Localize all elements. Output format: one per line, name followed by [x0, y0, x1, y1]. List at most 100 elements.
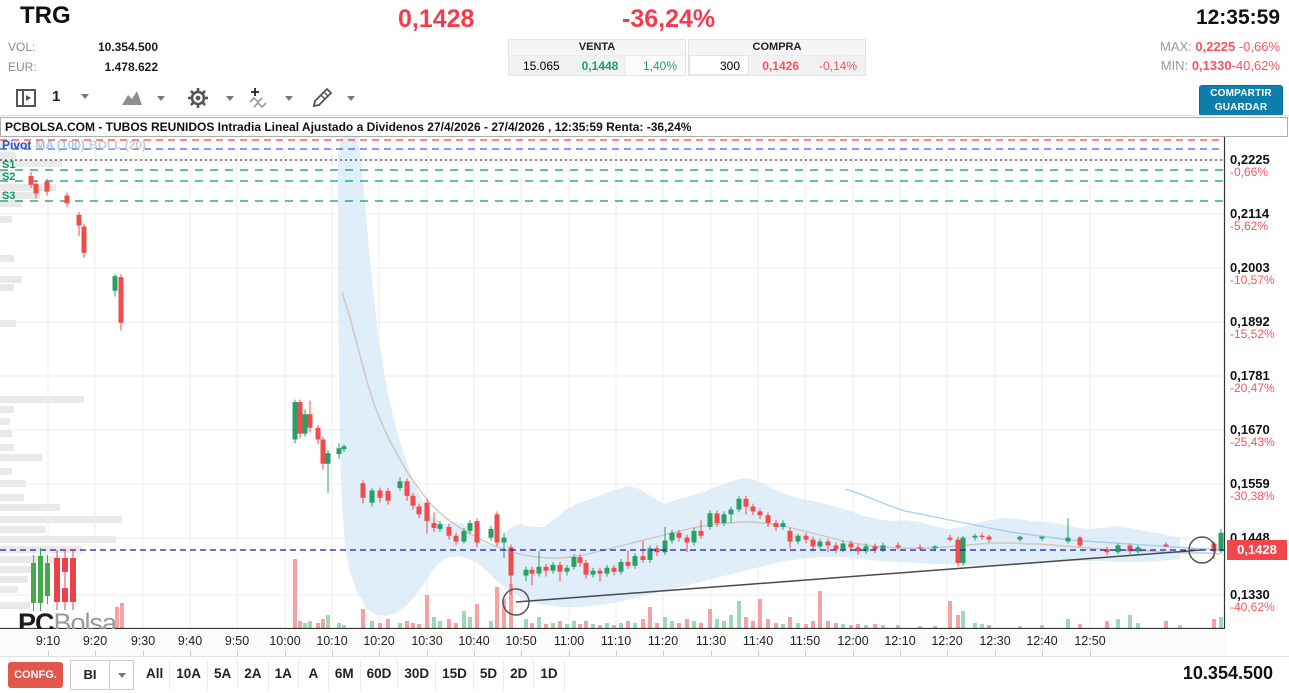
time-tick-9-10: 9:10: [35, 634, 61, 648]
add-indicator-button[interactable]: [248, 86, 293, 110]
time-tick-10-40: 10:40: [458, 634, 490, 648]
price-chart-canvas[interactable]: [0, 117, 1226, 629]
clock: 12:35:59: [1195, 6, 1280, 29]
time-tick-10-30: 10:30: [411, 634, 443, 648]
chart-type-selector[interactable]: [120, 88, 165, 108]
time-tick-11-40: 11:40: [742, 634, 774, 648]
config-button[interactable]: CONFG.: [8, 662, 63, 688]
time-tick-11-50: 11:50: [789, 634, 821, 648]
time-tick-mark: [48, 651, 49, 656]
volume-row: VOL: 10.354.500: [8, 40, 158, 54]
time-tick-9-20: 9:20: [82, 634, 108, 648]
time-tick-12-00: 12:00: [837, 634, 869, 648]
draw-tools-button[interactable]: [310, 87, 355, 109]
trend-line[interactable]: [515, 549, 1203, 603]
min-value: 0,1330: [1191, 58, 1232, 73]
min-pct: -40,62%: [1231, 58, 1280, 73]
bid-box[interactable]: COMPRA 300 0,1426 -0,14%: [688, 39, 866, 76]
mode-dropdown[interactable]: BI: [70, 660, 134, 690]
time-tick-12-40: 12:40: [1026, 634, 1058, 648]
range-button-6m[interactable]: 6M: [329, 660, 361, 690]
trend-handle-end[interactable]: [1188, 536, 1216, 564]
settings-button[interactable]: [185, 85, 234, 111]
time-tick-mark: [427, 651, 428, 656]
time-tick-9-40: 9:40: [177, 634, 203, 648]
bottom-toolbar: CONFG. BI All 10A 5A 2A 1A A 6M 60D 30D 15D 5D 2D 1D…: [0, 656, 1289, 693]
support-label-s1: S1: [2, 159, 16, 171]
time-tick-mark: [1090, 651, 1091, 656]
panel-toggle-button[interactable]: [14, 86, 38, 110]
eur-label: EUR:: [8, 60, 37, 74]
time-tick-12-10: 12:10: [884, 634, 916, 648]
range-button-2d[interactable]: 2D: [504, 660, 535, 690]
max-value: 0,2225: [1195, 39, 1236, 54]
range-selector: All 10A 5A 2A 1A A 6M 60D 30D 15D 5D 2D 1D: [140, 660, 565, 690]
share-save-button[interactable]: COMPARTIR GUARDAR: [1199, 85, 1283, 116]
time-tick-10-20: 10:20: [363, 634, 395, 648]
last-price: 0,1428: [398, 5, 475, 33]
price-axis[interactable]: 0,2225 -0,66% 0,2114 -5,62% 0,2003 -10,57% 0,1…: [1226, 117, 1289, 629]
time-tick-mark: [758, 651, 759, 656]
chevron-down-icon: [157, 95, 165, 101]
ma-line: [341, 291, 1221, 559]
bid-qty: 300: [689, 55, 749, 75]
area-chart-icon: [122, 91, 142, 105]
range-button-5d[interactable]: 5D: [474, 660, 505, 690]
time-tick-mark: [285, 651, 286, 656]
chevron-down-icon: [226, 95, 234, 101]
range-button-15d[interactable]: 15D: [436, 660, 474, 690]
mode-caret[interactable]: [109, 661, 133, 689]
time-axis[interactable]: 9:10 9:20 9:30 9:40 9:50 10:00 10:10 10:20 10:30…: [0, 629, 1226, 656]
chevron-down-icon: [347, 95, 355, 101]
max-pct: -0,66%: [1238, 39, 1280, 54]
time-tick-mark: [853, 651, 854, 656]
share-label: COMPARTIR: [1210, 88, 1272, 99]
ask-qty: 15.065: [509, 55, 568, 75]
range-button-all[interactable]: All: [140, 660, 171, 690]
time-tick-9-30: 9:30: [130, 634, 156, 648]
legend-item-boll-20-[interactable]: BOLL (20): [88, 138, 147, 152]
legend-item-ma-100-[interactable]: MA (100): [35, 138, 85, 152]
legend-item-pivot[interactable]: Pivot: [2, 138, 32, 152]
vol-label: VOL:: [8, 40, 36, 54]
time-tick-12-30: 12:30: [979, 634, 1011, 648]
indicator-legend[interactable]: Pivot MA (100) BOLL (20): [2, 138, 150, 152]
range-button-5a[interactable]: 5A: [208, 660, 239, 690]
bid-price: 0,1426: [749, 55, 807, 75]
time-tick-mark: [711, 651, 712, 656]
range-button-10a[interactable]: 10A: [170, 660, 209, 690]
chart-title: PCBOLSA.COM - TUBOS REUNIDOS Intradia Li…: [0, 117, 1288, 137]
percent-tick: -20,47%: [1230, 381, 1275, 395]
boll-layer: [844, 488, 1223, 551]
logo-mark: [31, 548, 76, 611]
eur-row: EUR: 1.478.622: [8, 60, 158, 74]
range-button-a[interactable]: A: [299, 660, 329, 690]
range-button-30d[interactable]: 30D: [398, 660, 437, 690]
range-button-60d[interactable]: 60D: [361, 660, 399, 690]
chart-border: [0, 137, 1226, 629]
price-tick: 0,1892: [1230, 314, 1270, 329]
time-tick-mark: [379, 651, 380, 656]
support-label-s2: S2: [2, 171, 16, 183]
time-tick-mark: [190, 651, 191, 656]
time-tick-mark: [143, 651, 144, 656]
range-button-2a[interactable]: 2A: [238, 660, 269, 690]
price-tick: 0,2003: [1230, 260, 1270, 275]
time-tick-mark: [569, 651, 570, 656]
interval-selector[interactable]: 1: [52, 88, 90, 105]
range-button-1d[interactable]: 1D: [534, 660, 565, 690]
change-percent: -36,24%: [622, 5, 716, 33]
bid-pct: -0,14%: [807, 55, 865, 75]
time-tick-11-10: 11:10: [600, 634, 632, 648]
header-divider: [0, 115, 1289, 116]
max-label: MAX:: [1159, 39, 1192, 54]
trend-handle-start[interactable]: [502, 588, 530, 616]
ask-box[interactable]: VENTA 15.065 0,1448 1,40%: [508, 39, 686, 76]
percent-tick: -25,43%: [1230, 435, 1275, 449]
last-price-badge: 0,1428: [1227, 540, 1287, 560]
time-tick-mark: [95, 651, 96, 656]
time-tick-11-20: 11:20: [647, 634, 679, 648]
range-button-1a[interactable]: 1A: [269, 660, 299, 690]
price-tick: 0,2114: [1230, 206, 1270, 221]
chevron-down-icon: [117, 672, 126, 678]
